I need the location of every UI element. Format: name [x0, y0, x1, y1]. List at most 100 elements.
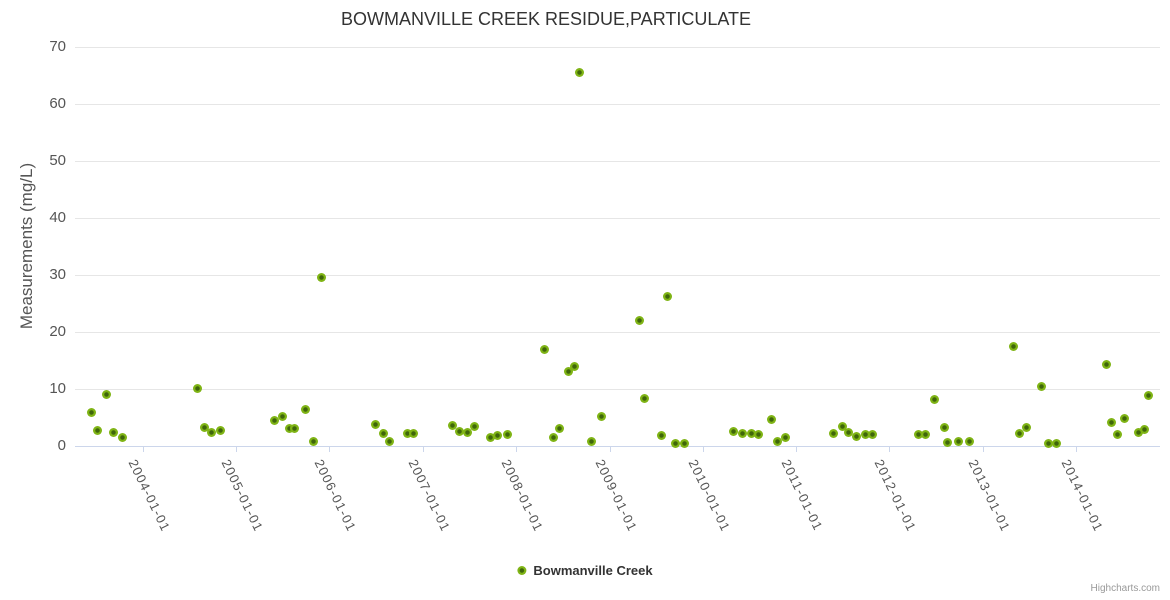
data-point[interactable] — [837, 422, 847, 432]
data-point[interactable] — [921, 429, 931, 439]
data-point[interactable] — [942, 437, 952, 447]
data-point[interactable] — [408, 428, 418, 438]
data-point[interactable] — [539, 344, 549, 354]
data-point[interactable] — [662, 292, 672, 302]
y-tick-label: 60 — [49, 95, 66, 113]
data-point[interactable] — [737, 429, 747, 439]
data-point[interactable] — [470, 422, 480, 432]
data-point[interactable] — [284, 424, 294, 434]
x-tick-label: 2009-01-01 — [592, 457, 640, 535]
data-point[interactable] — [1022, 422, 1032, 432]
data-point[interactable] — [1119, 413, 1129, 423]
data-point[interactable] — [193, 384, 203, 394]
x-tick-label: 2010-01-01 — [685, 457, 734, 535]
data-point[interactable] — [379, 428, 389, 438]
x-tick-label: 2007-01-01 — [405, 457, 454, 535]
data-point[interactable] — [493, 430, 503, 440]
data-point[interactable] — [93, 425, 103, 435]
data-point[interactable] — [844, 427, 854, 437]
data-point[interactable] — [86, 408, 96, 418]
data-point[interactable] — [575, 67, 585, 77]
y-tick-label: 70 — [49, 38, 66, 56]
data-point[interactable] — [486, 432, 496, 442]
data-point[interactable] — [767, 415, 777, 424]
x-tick-mark — [702, 446, 704, 453]
data-point[interactable] — [1133, 428, 1143, 438]
data-point[interactable] — [913, 430, 923, 440]
data-point[interactable] — [639, 393, 649, 403]
data-point[interactable] — [867, 430, 877, 440]
data-point[interactable] — [1043, 438, 1053, 448]
data-point[interactable] — [1014, 428, 1024, 438]
data-point[interactable] — [1008, 342, 1018, 352]
data-point[interactable] — [1102, 359, 1112, 369]
data-point[interactable] — [728, 426, 738, 436]
data-point[interactable] — [554, 423, 564, 433]
data-point[interactable] — [1036, 381, 1046, 391]
data-point[interactable] — [384, 437, 394, 447]
data-point[interactable] — [462, 427, 472, 437]
data-point[interactable] — [207, 427, 217, 437]
gridline — [75, 46, 1160, 48]
x-tick-mark — [142, 446, 144, 453]
data-point[interactable] — [939, 422, 949, 432]
data-point[interactable] — [860, 430, 870, 440]
data-point[interactable] — [270, 416, 280, 426]
data-point[interactable] — [109, 428, 119, 438]
x-tick-mark — [796, 446, 798, 453]
data-point[interactable] — [308, 437, 318, 447]
data-point[interactable] — [317, 273, 327, 283]
data-point[interactable] — [1106, 418, 1116, 428]
data-point[interactable] — [102, 389, 112, 399]
legend-label: Bowmanville Creek — [533, 563, 653, 578]
x-tick-label: 2014-01-01 — [1058, 457, 1107, 535]
data-point[interactable] — [953, 437, 963, 447]
x-tick-label: 2011-01-01 — [778, 457, 827, 534]
x-tick-label: 2012-01-01 — [871, 457, 920, 535]
data-point[interactable] — [754, 430, 764, 440]
data-point[interactable] — [596, 412, 606, 422]
y-tick-label: 10 — [49, 380, 66, 398]
data-point[interactable] — [634, 316, 644, 326]
data-point[interactable] — [773, 437, 783, 447]
data-point[interactable] — [570, 362, 580, 371]
data-point[interactable] — [680, 438, 690, 448]
data-point[interactable] — [852, 431, 862, 441]
legend-marker-icon — [517, 566, 527, 575]
data-point[interactable] — [1052, 438, 1062, 448]
data-point[interactable] — [656, 430, 666, 440]
data-point[interactable] — [117, 432, 127, 442]
x-axis-line — [75, 445, 1160, 447]
data-point[interactable] — [670, 438, 680, 448]
x-tick-mark — [982, 446, 984, 453]
data-point[interactable] — [448, 421, 458, 431]
data-point[interactable] — [1112, 429, 1122, 439]
data-point[interactable] — [1143, 390, 1153, 400]
data-point[interactable] — [548, 432, 558, 442]
data-point[interactable] — [278, 412, 288, 422]
data-point[interactable] — [780, 433, 790, 443]
data-point[interactable] — [301, 404, 311, 414]
data-point[interactable] — [563, 367, 573, 377]
data-point[interactable] — [746, 429, 756, 439]
legend-item-bowmanville-creek[interactable]: Bowmanville Creek — [517, 563, 653, 578]
data-point[interactable] — [1139, 424, 1149, 434]
x-tick-mark — [609, 446, 611, 453]
data-point[interactable] — [403, 429, 413, 439]
data-point[interactable] — [587, 437, 597, 447]
x-tick-label: 2008-01-01 — [498, 457, 547, 535]
data-point[interactable] — [455, 426, 465, 436]
data-point[interactable] — [503, 429, 513, 439]
credits-link[interactable]: Highcharts.com — [1090, 583, 1160, 594]
data-point[interactable] — [964, 436, 974, 446]
data-point[interactable] — [290, 424, 300, 434]
chart-title: BOWMANVILLE CREEK RESIDUE,PARTICULATE — [340, 9, 752, 29]
data-point[interactable] — [371, 420, 381, 430]
y-tick-label: 0 — [57, 437, 66, 455]
gridline — [75, 103, 1160, 105]
data-point[interactable] — [199, 422, 209, 432]
y-axis-title: Measurements (mg/L) — [17, 162, 36, 330]
data-point[interactable] — [216, 426, 226, 436]
data-point[interactable] — [828, 428, 838, 438]
data-point[interactable] — [929, 395, 939, 405]
